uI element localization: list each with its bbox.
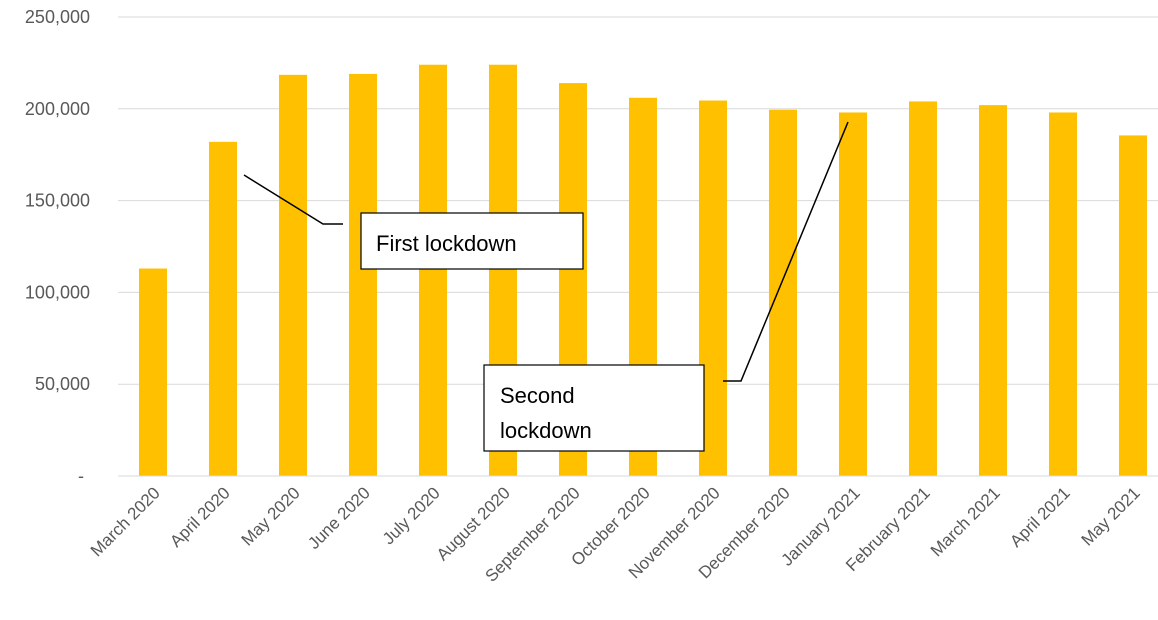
x-tick-label: July 2020 (379, 483, 444, 548)
y-tick-label: 200,000 (25, 99, 90, 119)
y-tick-label: 100,000 (25, 282, 90, 302)
x-tick-label: June 2020 (304, 483, 374, 553)
bar (209, 141, 237, 476)
annotation-second-lockdown-text-line1: Second (500, 383, 575, 408)
y-axis-tick-labels: - 50,000 100,000 150,000 200,000 250,000 (25, 7, 90, 486)
annotation-second-lockdown-box (483, 364, 705, 452)
y-tick-label: 150,000 (25, 191, 90, 211)
x-axis-tick-labels: March 2020 April 2020 May 2020 June 2020 Jul… (87, 483, 1144, 585)
bar (419, 64, 447, 477)
y-tick-label: 50,000 (35, 374, 90, 394)
x-tick-label: April 2020 (166, 483, 234, 551)
annotation-first-lockdown-text: First lockdown (376, 231, 517, 256)
x-tick-label: March 2021 (927, 483, 1004, 560)
bar (909, 101, 937, 477)
annotation-second-lockdown-text-line2: lockdown (500, 418, 592, 443)
bar (1049, 112, 1077, 477)
annotation-first-lockdown: First lockdown (243, 174, 584, 270)
y-tick-label: 250,000 (25, 7, 90, 27)
bar (979, 105, 1007, 477)
bar (139, 268, 167, 476)
x-tick-label: May 2020 (238, 483, 304, 549)
x-tick-label: April 2021 (1006, 483, 1074, 551)
x-tick-label: May 2021 (1078, 483, 1144, 549)
x-tick-label: March 2020 (87, 483, 164, 560)
bar (839, 112, 867, 477)
bar (279, 74, 307, 477)
bar (349, 73, 377, 476)
bar (769, 109, 797, 476)
annotation-second-lockdown: Second lockdown (483, 121, 849, 452)
y-tick-label: - (78, 466, 84, 486)
bar (1119, 135, 1147, 476)
annotation-second-lockdown-leader (723, 121, 849, 382)
annotation-first-lockdown-box (360, 212, 584, 270)
annotation-first-lockdown-leader (243, 174, 343, 225)
